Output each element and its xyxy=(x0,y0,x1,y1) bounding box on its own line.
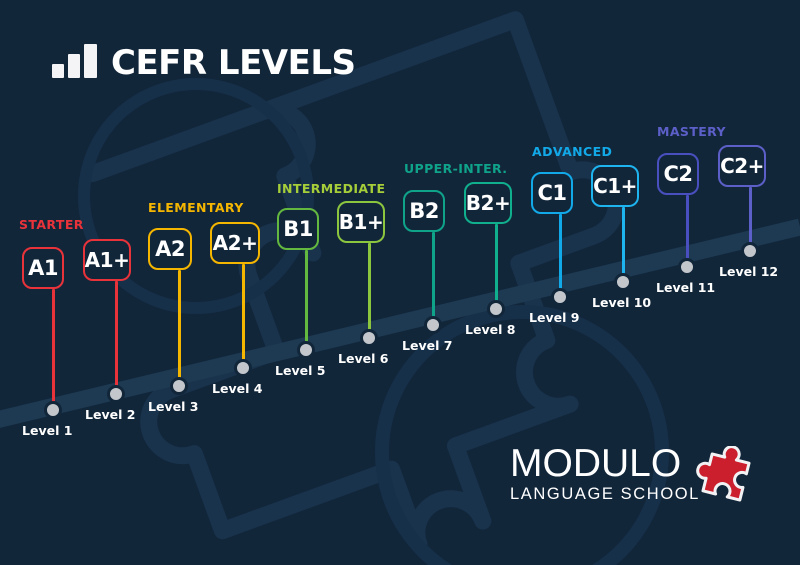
logo-name: MODULO xyxy=(510,442,682,485)
level-node-dot[interactable] xyxy=(551,288,569,306)
category-label: UPPER-INTER. xyxy=(404,161,508,176)
level-stem xyxy=(621,207,625,282)
level-number-label: Level 9 xyxy=(529,310,580,325)
level-stem xyxy=(494,224,498,309)
level-node-dot[interactable] xyxy=(234,359,252,377)
category-label: STARTER xyxy=(19,217,84,232)
category-label: MASTERY xyxy=(657,124,726,139)
level-node-dot[interactable] xyxy=(614,273,632,291)
puzzle-piece-icon xyxy=(696,446,751,502)
level-stem xyxy=(177,270,181,386)
level-stem xyxy=(304,250,308,350)
page-header: CEFR LEVELS xyxy=(52,43,356,83)
level-number-label: Level 3 xyxy=(148,399,199,414)
level-stem xyxy=(241,264,245,368)
cefr-level-badge[interactable]: B1+ xyxy=(337,201,385,243)
level-number-label: Level 1 xyxy=(22,423,73,438)
category-label: ELEMENTARY xyxy=(148,200,244,215)
level-number-label: Level 4 xyxy=(212,381,263,396)
level-number-label: Level 5 xyxy=(275,363,326,378)
brand-logo: MODULO LANGUAGE SCHOOL xyxy=(510,442,751,503)
cefr-level-badge[interactable]: B2+ xyxy=(464,182,512,224)
level-stem xyxy=(367,243,371,338)
cefr-level-badge[interactable]: C1 xyxy=(531,172,573,214)
level-number-label: Level 10 xyxy=(592,295,652,310)
level-stem xyxy=(685,195,689,267)
level-number-label: Level 6 xyxy=(338,351,389,366)
cefr-level-badge[interactable]: C2 xyxy=(657,153,699,195)
cefr-level-badge[interactable]: C2+ xyxy=(718,145,766,187)
level-node-dot[interactable] xyxy=(44,401,62,419)
level-node-dot[interactable] xyxy=(107,385,125,403)
level-stem xyxy=(558,214,562,297)
category-label: ADVANCED xyxy=(532,144,613,159)
category-label: INTERMEDIATE xyxy=(277,181,386,196)
cefr-level-badge[interactable]: A2+ xyxy=(210,222,260,264)
logo-tagline: LANGUAGE SCHOOL xyxy=(510,485,700,503)
level-node-dot[interactable] xyxy=(741,242,759,260)
level-node-dot[interactable] xyxy=(170,377,188,395)
level-stem xyxy=(51,289,55,410)
level-node-dot[interactable] xyxy=(424,316,442,334)
level-node-dot[interactable] xyxy=(360,329,378,347)
level-number-label: Level 7 xyxy=(402,338,453,353)
bar-chart-icon xyxy=(52,44,97,78)
cefr-level-badge[interactable]: A1 xyxy=(22,247,64,289)
level-number-label: Level 12 xyxy=(719,264,779,279)
cefr-level-badge[interactable]: A1+ xyxy=(83,239,131,281)
level-number-label: Level 11 xyxy=(656,280,716,295)
level-number-label: Level 8 xyxy=(465,322,516,337)
level-node-dot[interactable] xyxy=(487,300,505,318)
level-stem xyxy=(114,281,118,394)
cefr-level-badge[interactable]: A2 xyxy=(148,228,192,270)
page-title: CEFR LEVELS xyxy=(111,43,356,83)
cefr-level-badge[interactable]: B2 xyxy=(403,190,445,232)
level-number-label: Level 2 xyxy=(85,407,136,422)
level-node-dot[interactable] xyxy=(297,341,315,359)
level-stem xyxy=(748,187,752,251)
level-node-dot[interactable] xyxy=(678,258,696,276)
level-stem xyxy=(431,232,435,325)
cefr-level-badge[interactable]: C1+ xyxy=(591,165,639,207)
cefr-level-badge[interactable]: B1 xyxy=(277,208,319,250)
